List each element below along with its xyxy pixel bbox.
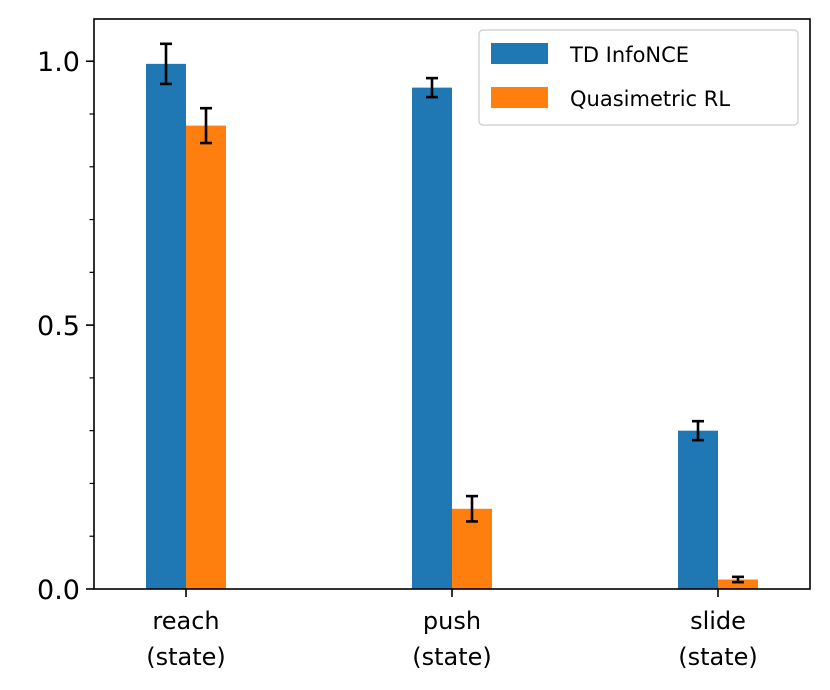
legend-swatch-quasimetric-rl (491, 87, 548, 108)
bar-td-infonce-reach (146, 63, 186, 590)
x-axis: reach (state) push (state) slide (state) (146, 589, 758, 671)
bar-quasimetric-rl-reach (186, 125, 226, 589)
legend-label-td-infonce: TD InfoNCE (569, 43, 689, 67)
error-bar-quasimetric-rl-push (466, 494, 478, 523)
error-bar-quasimetric-rl-slide (732, 575, 744, 584)
x-tick-label-push: push (423, 607, 481, 635)
y-tick-label-1: 0.5 (37, 311, 80, 342)
bar-td-infonce-slide (678, 430, 718, 589)
y-tick-label-2: 1.0 (37, 47, 80, 78)
error-bar-td-infonce-reach (160, 42, 172, 86)
x-tick-sublabel-slide: (state) (678, 643, 758, 671)
legend-swatch-td-infonce (491, 43, 548, 64)
error-bars-layer (160, 42, 744, 584)
bar-td-infonce-push (412, 87, 452, 589)
x-tick-sublabel-reach: (state) (146, 643, 226, 671)
legend: TD InfoNCE Quasimetric RL (478, 29, 799, 126)
bars-layer (146, 63, 758, 590)
error-bar-td-infonce-push (426, 76, 438, 99)
x-tick-label-slide: slide (690, 607, 746, 635)
legend-label-quasimetric-rl: Quasimetric RL (570, 87, 730, 111)
x-tick-sublabel-push: (state) (412, 643, 492, 671)
error-bar-quasimetric-rl-reach (200, 106, 212, 145)
legend-box (478, 29, 799, 126)
y-tick-label-0: 0.0 (37, 575, 80, 606)
x-tick-label-reach: reach (152, 607, 219, 635)
y-axis: 0.0 0.5 1.0 (37, 47, 94, 606)
bar-quasimetric-rl-slide (718, 579, 758, 589)
error-bar-td-infonce-slide (692, 419, 704, 442)
